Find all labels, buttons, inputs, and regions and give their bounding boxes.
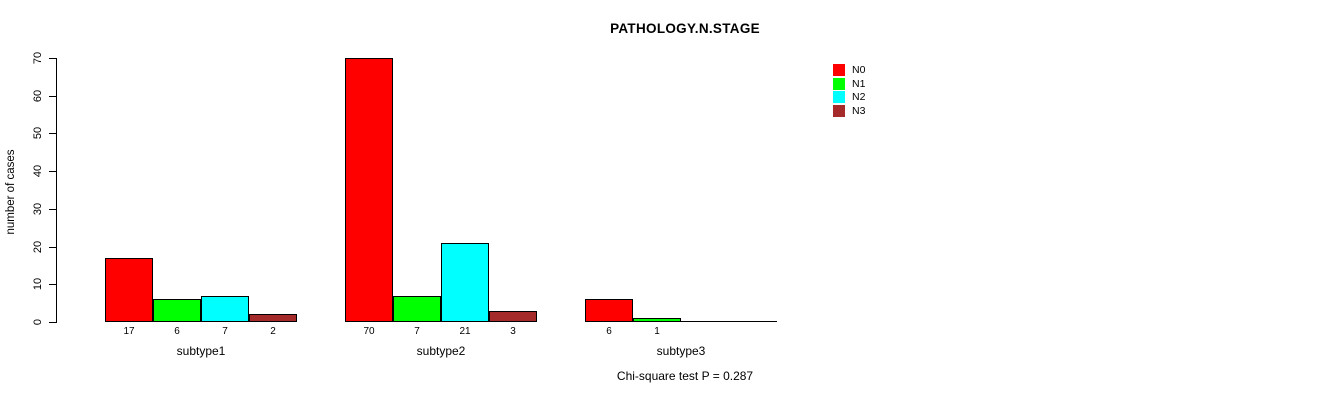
bar-value-label: 6 (174, 326, 180, 337)
y-tick (49, 133, 57, 134)
zero-height-bar (681, 321, 729, 322)
bar-value-label: 7 (222, 326, 228, 337)
x-category-label: subtype3 (656, 344, 706, 358)
x-category-label: subtype1 (176, 344, 226, 358)
legend-item: N3 (833, 104, 866, 117)
y-tick (49, 284, 57, 285)
legend-swatch (833, 77, 845, 90)
bar-value-label: 7 (414, 326, 420, 337)
y-tick (49, 58, 57, 59)
legend-swatch (833, 64, 845, 76)
x-category-label: subtype2 (416, 344, 466, 358)
bar-value-label: 1 (654, 326, 660, 337)
bar (201, 296, 249, 322)
legend-label: N0 (852, 64, 866, 76)
y-tick (49, 209, 57, 210)
legend-item: N0 (833, 64, 865, 76)
y-tick (49, 171, 57, 172)
bar (249, 314, 297, 322)
y-axis-line (56, 58, 57, 323)
bar-value-label: 17 (123, 326, 135, 337)
legend-item: N1 (833, 77, 866, 90)
bar-value-label: 21 (459, 326, 471, 337)
bar (345, 58, 393, 322)
bar-value-label: 2 (270, 326, 276, 337)
legend-item: N2 (833, 91, 865, 103)
bar (633, 318, 681, 322)
legend-label: N1 (852, 77, 866, 90)
y-tick (49, 322, 57, 323)
chi-square-annotation: Chi-square test P = 0.287 (616, 369, 754, 383)
bar (585, 299, 633, 322)
y-tick (49, 96, 57, 97)
legend-label: N2 (852, 91, 866, 103)
legend-swatch (833, 91, 845, 103)
bar (105, 258, 153, 322)
bar (393, 296, 441, 322)
bar-value-label: 3 (510, 326, 516, 337)
bar-value-label: 70 (363, 326, 375, 337)
chart-title: PATHOLOGY.N.STAGE (610, 21, 760, 36)
y-tick (49, 247, 57, 248)
zero-height-bar (729, 321, 777, 322)
legend-swatch (833, 104, 845, 117)
bar (153, 299, 201, 322)
legend-label: N3 (852, 104, 866, 117)
bar-value-label: 6 (606, 326, 612, 337)
bar (441, 243, 489, 322)
bar (489, 311, 537, 322)
